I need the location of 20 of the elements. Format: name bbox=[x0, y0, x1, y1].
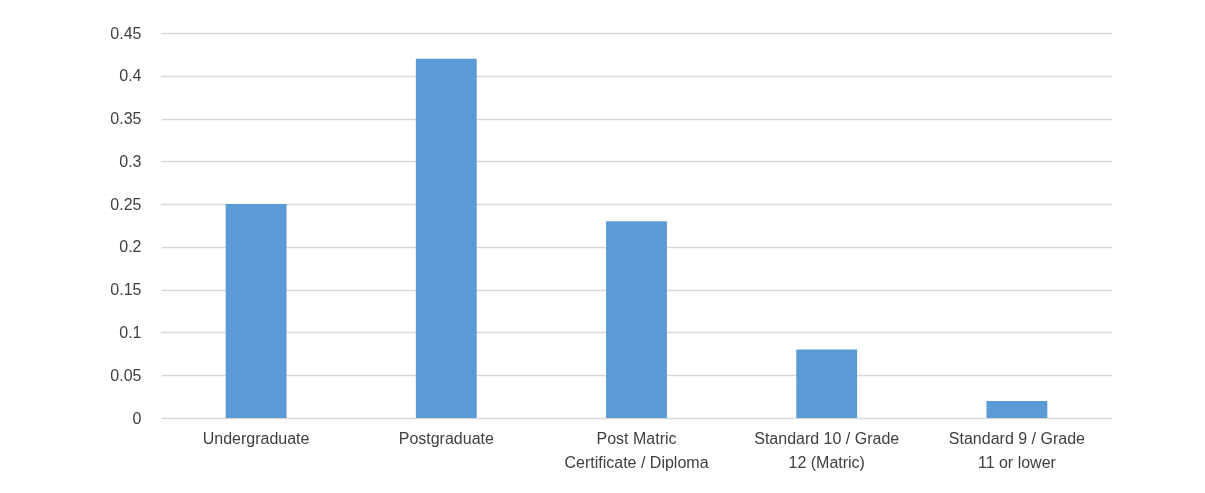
y-tick-label: 0.4 bbox=[119, 67, 142, 85]
y-tick-label: 0.25 bbox=[110, 195, 142, 213]
y-tick-label: 0 bbox=[132, 409, 142, 427]
y-tick-label: 0.35 bbox=[110, 110, 142, 128]
bar bbox=[986, 400, 1048, 418]
y-tick-label: 0.2 bbox=[119, 238, 142, 256]
bar bbox=[606, 221, 667, 418]
x-tick-label: Standard 10 / Grade 12 (Matric) bbox=[754, 429, 900, 471]
x-tick-label: Undergraduate bbox=[202, 429, 310, 447]
x-tick-label: Post Matric Certificate / Diploma bbox=[564, 429, 709, 471]
y-tick-label: 0.05 bbox=[110, 366, 142, 384]
y-tick-label: 0.45 bbox=[110, 24, 142, 42]
x-tick-label: Postgraduate bbox=[398, 429, 494, 447]
y-tick-label: 0.15 bbox=[110, 281, 142, 299]
x-tick-label: Standard 9 / Grade 11 or lower bbox=[948, 429, 1086, 471]
bar bbox=[796, 349, 858, 418]
y-tick-label: 0.1 bbox=[119, 323, 142, 341]
y-tick-label: 0.3 bbox=[119, 152, 142, 170]
bar bbox=[225, 204, 287, 418]
bar bbox=[415, 58, 477, 418]
